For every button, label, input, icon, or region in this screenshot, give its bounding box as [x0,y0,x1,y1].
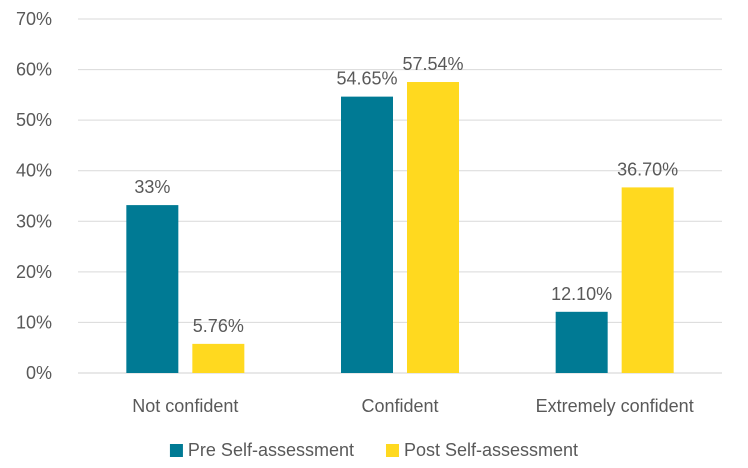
bar [341,96,393,374]
bars [126,82,674,374]
bar [555,311,608,373]
legend-item: Pre Self-assessment [169,440,354,460]
data-label: 36.70% [617,159,678,179]
y-tick-label: 30% [16,211,52,231]
data-label: 33% [134,177,170,197]
data-labels: 33% 5.76% 54.65%57.54% 12.10% 36.70% [134,54,678,336]
bar [126,205,179,373]
legend-label: Pre Self-assessment [188,440,354,460]
legend-item: Post Self-assessment [385,440,578,460]
data-label: 5.76% [193,316,244,336]
y-axis-tick-labels: 0% 10% 20% 30% 40% 50% 60% 70% [16,9,52,383]
data-label: 54.65% [336,69,397,89]
x-category-label: Not confident [132,396,238,416]
y-tick-label: 20% [16,262,52,282]
legend-swatch [169,444,183,457]
y-tick-label: 60% [16,60,52,80]
y-tick-label: 70% [16,9,52,29]
y-tick-label: 0% [26,363,52,383]
legend-swatch [385,444,399,457]
y-tick-label: 40% [16,161,52,181]
y-tick-label: 50% [16,110,52,130]
bar [621,187,674,373]
legend: Pre Self-assessment Post Self-assessment [169,440,578,460]
bar [192,343,245,373]
y-tick-label: 10% [16,312,52,332]
data-label: 12.10% [551,284,612,304]
x-axis-category-labels: Not confident Confident Extremely confiden… [132,396,693,416]
legend-label: Post Self-assessment [404,440,578,460]
data-label: 57.54% [402,54,463,74]
x-category-label: Extremely confident [536,396,694,416]
x-category-label: Confident [361,396,438,416]
bar [407,82,459,374]
gridlines [78,18,722,374]
